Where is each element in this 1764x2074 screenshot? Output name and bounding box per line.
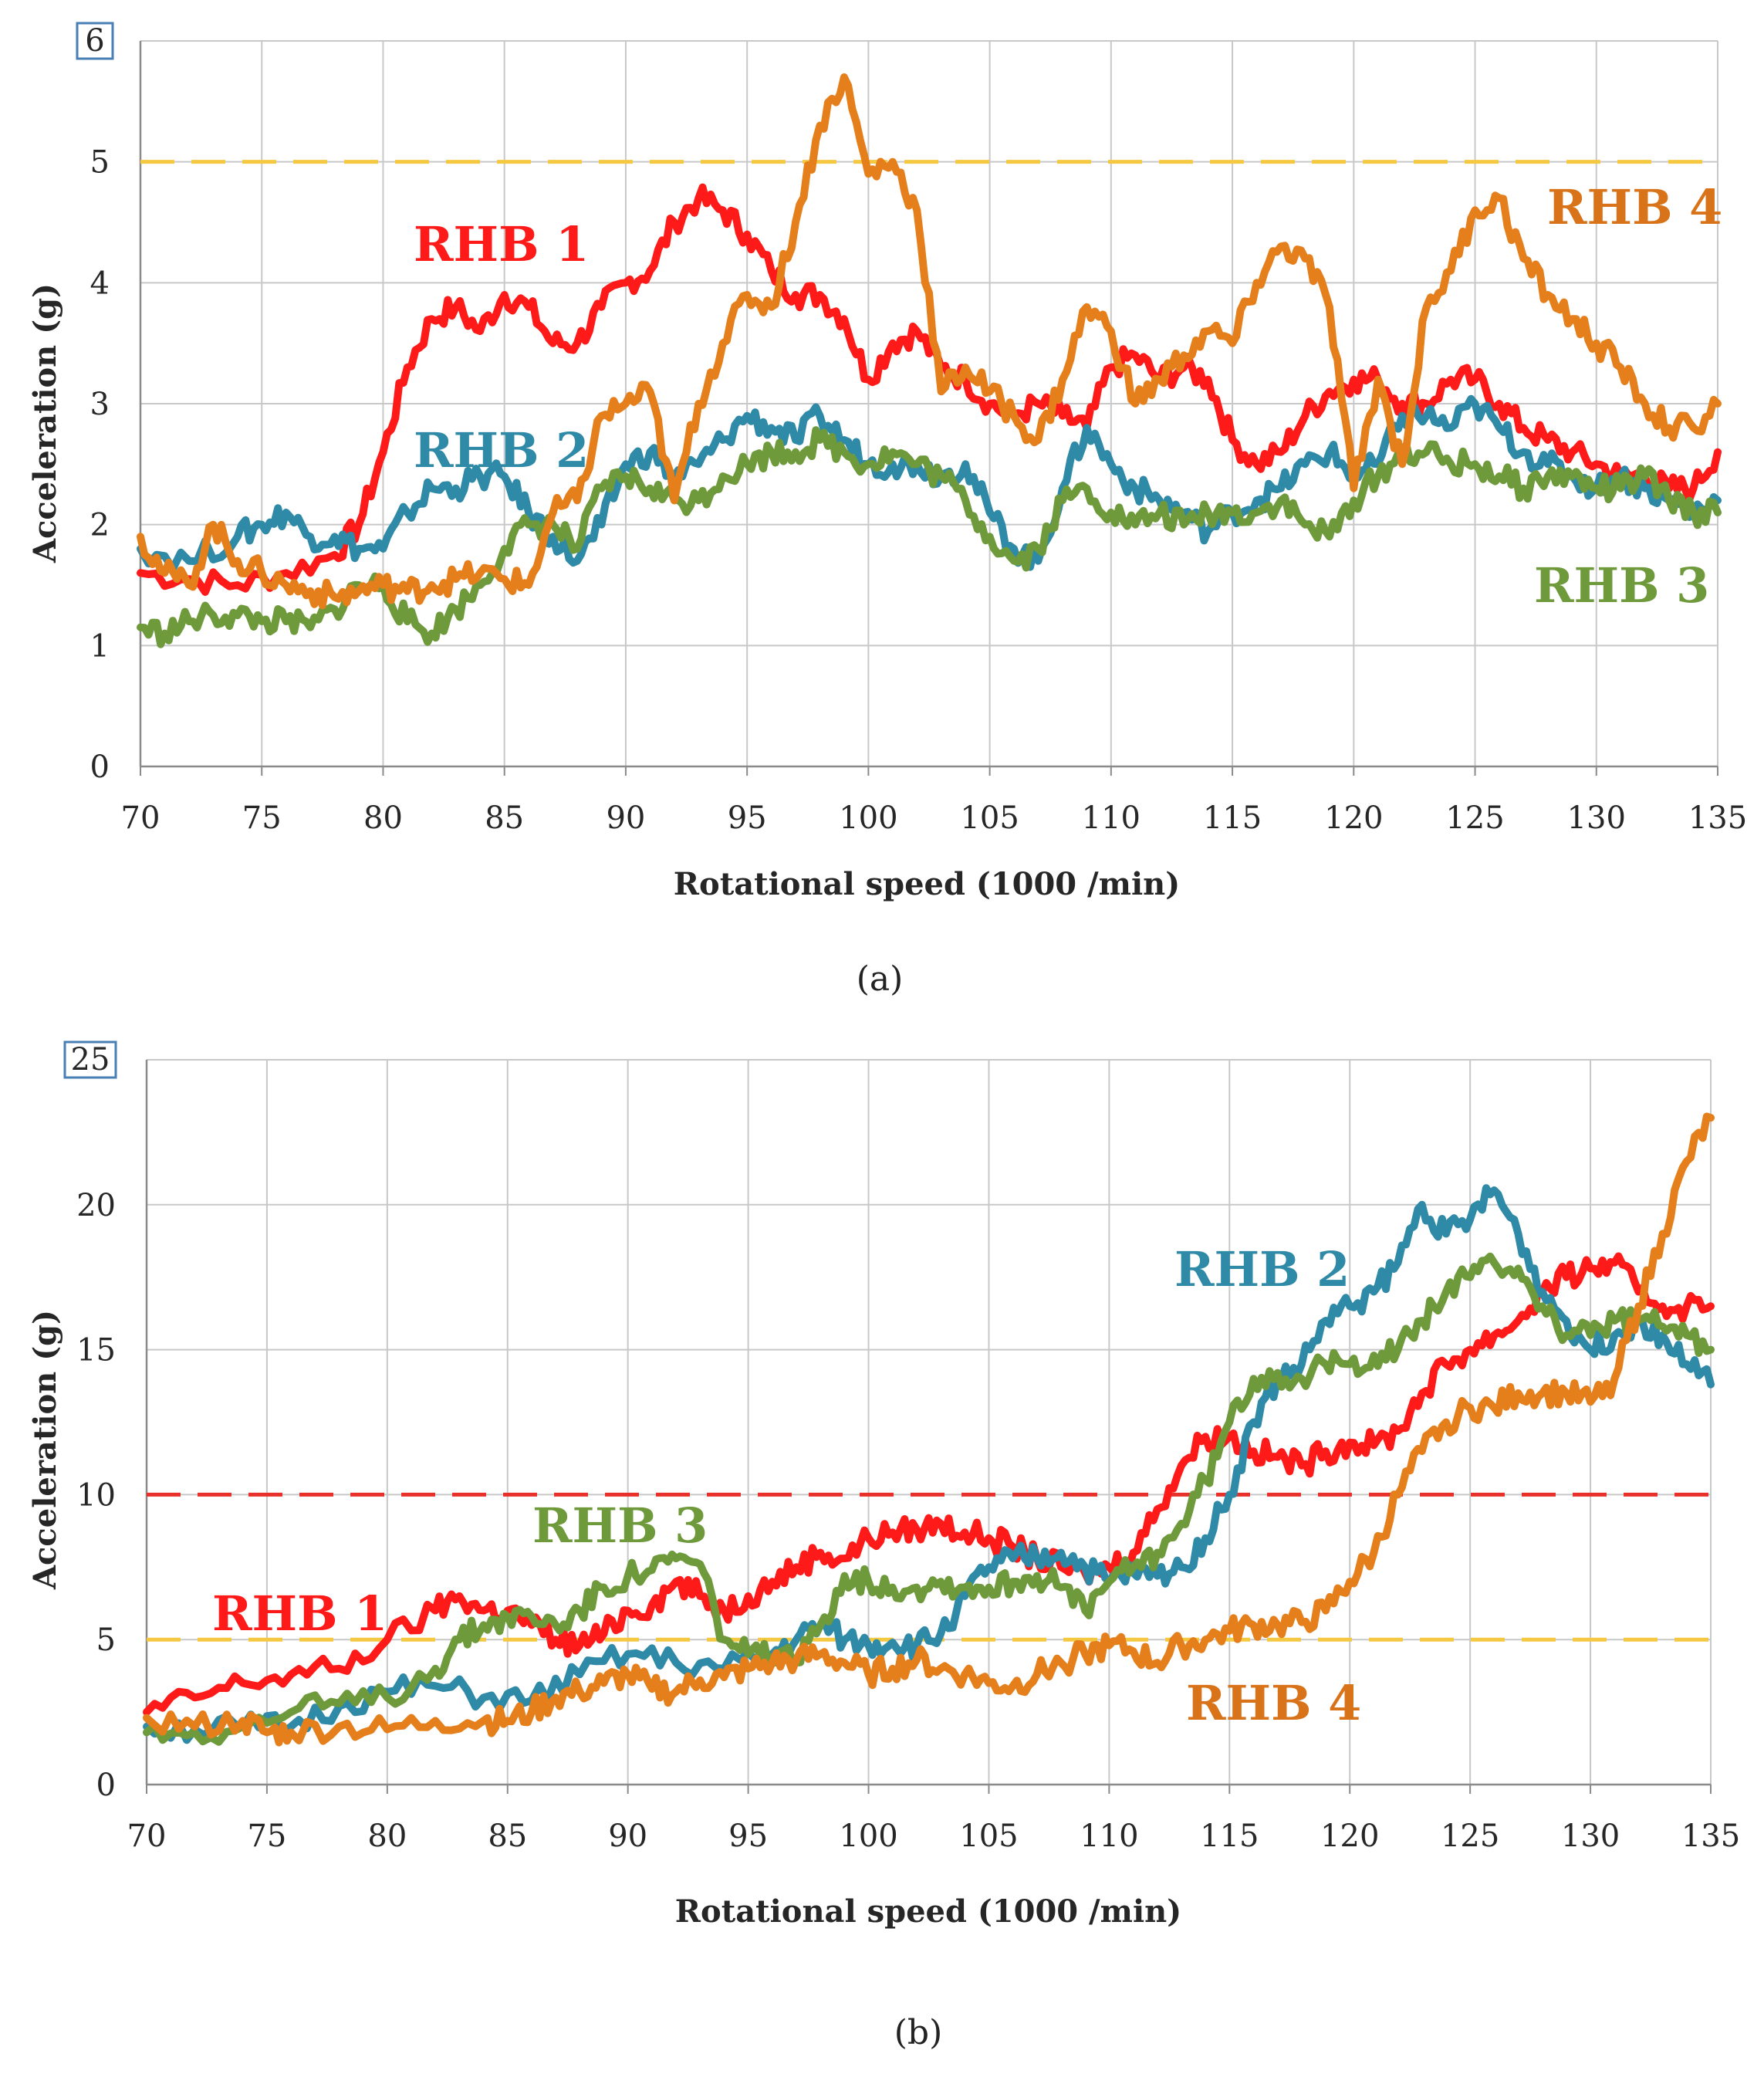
panel-a-x-tick-label: 100 [839,800,897,836]
panel-b-label-rhb3: RHB 3 [532,1497,708,1554]
panel-a-x-tick-label: 130 [1567,800,1626,836]
panel-a-x-tick-label: 135 [1688,800,1747,836]
panel-b-series-rhb4 [143,1112,1715,1747]
panel-a-label-rhb2: RHB 2 [414,422,589,479]
panel-b-x-tick-label: 120 [1320,1819,1379,1854]
panel-b-x-tick-label: 105 [959,1819,1018,1854]
panel-b-x-tick-label: 100 [839,1819,897,1854]
panel-a-y-tick-label: 2 [90,508,110,543]
panel-a-ymax-label: 6 [85,23,104,59]
panel-b-ymax-box [63,1040,117,1079]
panel-b-label-rhb4: RHB 4 [1186,1675,1361,1731]
panel-b-x-tick-label: 85 [488,1819,527,1854]
panel-a-x-tick-label: 85 [485,800,524,836]
panel-a-x-tick-label: 75 [242,800,282,836]
panel-a-x-tick-label: 105 [960,800,1019,836]
panel-a-x-tick-label: 115 [1203,800,1262,836]
panel-a-series-rhb4 [137,73,1722,610]
panel-b-grid [145,1059,1712,1794]
panel-a-y-tick-label: 0 [90,749,110,785]
panel-b-y-tick-label: 5 [96,1622,116,1658]
panel-a-x-tick-label: 125 [1445,800,1504,836]
panel-a-x-tick-label: 90 [606,800,645,836]
panel-a-caption: (a) [857,959,904,999]
panel-a-label-rhb4: RHB 4 [1547,179,1722,235]
panel-a-y-tick-label: 3 [90,387,110,422]
panel-b-caption: (b) [894,2013,943,2052]
panel-b-x-tick-label: 80 [367,1819,407,1854]
panel-a-series-rhb1 [137,183,1722,596]
panel-b-x-axis-title: Rotational speed (1000 /min) [675,1893,1181,1930]
panel-b-x-tick-label: 75 [247,1819,286,1854]
panel-a-y-axis-title: Acceleration (g) [27,283,63,563]
panel-a-series-rhb3 [137,426,1722,648]
panel-b-x-tick-label: 90 [608,1819,647,1854]
panel-b-y-tick-label: 0 [96,1768,116,1803]
panel-a-chart: 70 75 80 85 90 95 100 105 110 115 120 125 130 135 0 1 2 3… [27,22,1748,999]
panel-a-x-tick-label: 70 [121,800,161,836]
panel-a-y-tick-label: 1 [90,628,110,664]
panel-b-y-tick-label: 15 [76,1333,116,1369]
panel-b-y-tick-label: 10 [76,1477,116,1513]
panel-a-x-tick-label: 80 [363,800,403,836]
panel-a-ymax-box [76,22,114,60]
panel-b-x-tick-label: 110 [1080,1819,1138,1854]
panel-b-x-tick-label: 95 [728,1819,768,1854]
panel-b-x-tick-label: 125 [1441,1819,1499,1854]
panel-a-x-tick-label: 95 [728,800,767,836]
panel-a-ticks: 70 75 80 85 90 95 100 105 110 115 120 125 130 135 0 1 2 3… [90,145,1748,836]
panel-a-label-rhb3: RHB 3 [1534,557,1709,614]
panel-a-y-tick-label: 4 [90,266,110,301]
panel-a-x-axis-title: Rotational speed (1000 /min) [674,866,1180,902]
panel-b-label-rhb1: RHB 1 [212,1585,387,1642]
panel-b-y-tick-label: 20 [76,1188,116,1223]
panel-b-series [143,1112,1715,1747]
panel-a-x-tick-label: 120 [1324,800,1383,836]
panel-b-x-tick-label: 135 [1681,1819,1740,1854]
panel-b-chart: 70 75 80 85 90 95 100 105 110 115 120 125 130 135 0 5 10… [27,1040,1740,2052]
panel-b-label-rhb2: RHB 2 [1174,1241,1350,1298]
panel-a-series [137,73,1722,648]
panel-b-y-axis-title: Acceleration (g) [27,1310,63,1590]
panel-a-y-tick-label: 5 [90,145,110,181]
panel-a-label-rhb1: RHB 1 [414,216,589,272]
panel-a-x-tick-label: 110 [1082,800,1141,836]
panel-b-ticks: 70 75 80 85 90 95 100 105 110 115 120 125 130 135 0 5 10… [76,1188,1740,1854]
panel-b-x-tick-label: 115 [1200,1819,1259,1854]
panel-b-x-tick-label: 70 [127,1819,167,1854]
panel-b-x-tick-label: 130 [1561,1819,1620,1854]
panel-b-ymax-label: 25 [71,1042,110,1078]
panel-b-series-rhb3 [143,1252,1715,1746]
